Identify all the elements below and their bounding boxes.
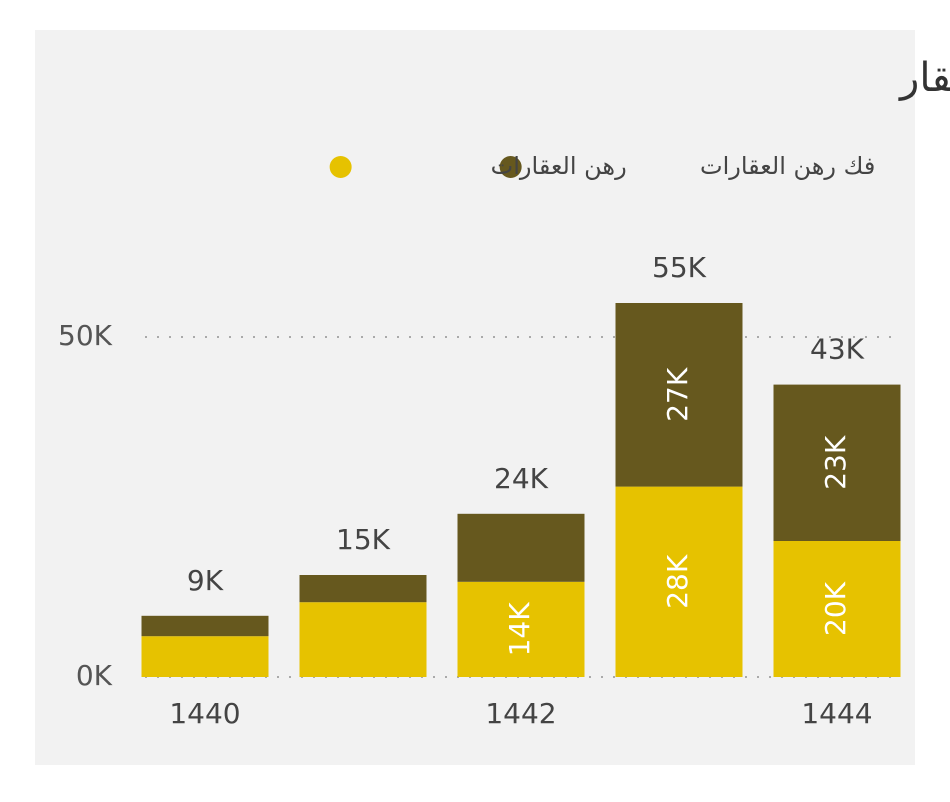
bar-segment: [615, 486, 743, 677]
legend-swatch: [329, 156, 352, 178]
x-tick-label: 1442: [485, 697, 556, 730]
total-label: 55K: [652, 251, 707, 284]
y-tick-label: 50K: [58, 319, 113, 352]
legend-label: فك رهن العقارات: [700, 152, 875, 180]
bar-segment: [615, 303, 743, 487]
x-tick-label: 1444: [801, 697, 872, 730]
total-label: 24K: [494, 462, 549, 495]
bar-segment: [299, 602, 427, 677]
total-label: 15K: [336, 523, 391, 556]
data-label: 23K: [819, 435, 852, 490]
bar-segment: [457, 513, 585, 582]
bar-segment: [141, 636, 269, 677]
bar-segment: [141, 615, 269, 637]
legend-swatch: [499, 156, 522, 178]
total-label: 43K: [810, 333, 865, 366]
x-tick-label: 1440: [169, 697, 240, 730]
total-label: 9K: [187, 564, 224, 597]
y-tick-label: 0K: [76, 659, 113, 692]
bar-segment: [299, 575, 427, 603]
bar-segment: [457, 581, 585, 677]
data-label: 28K: [661, 554, 694, 609]
bar-segment: [773, 541, 901, 677]
data-label: 14K: [503, 602, 536, 657]
chart-title: عدد عمليات الرهن وفكه عن العقار: [898, 55, 950, 101]
data-label: 27K: [661, 367, 694, 422]
data-label: 20K: [819, 581, 852, 636]
bar-segment: [773, 384, 901, 541]
legend-label: رهن العقارات: [491, 152, 627, 180]
